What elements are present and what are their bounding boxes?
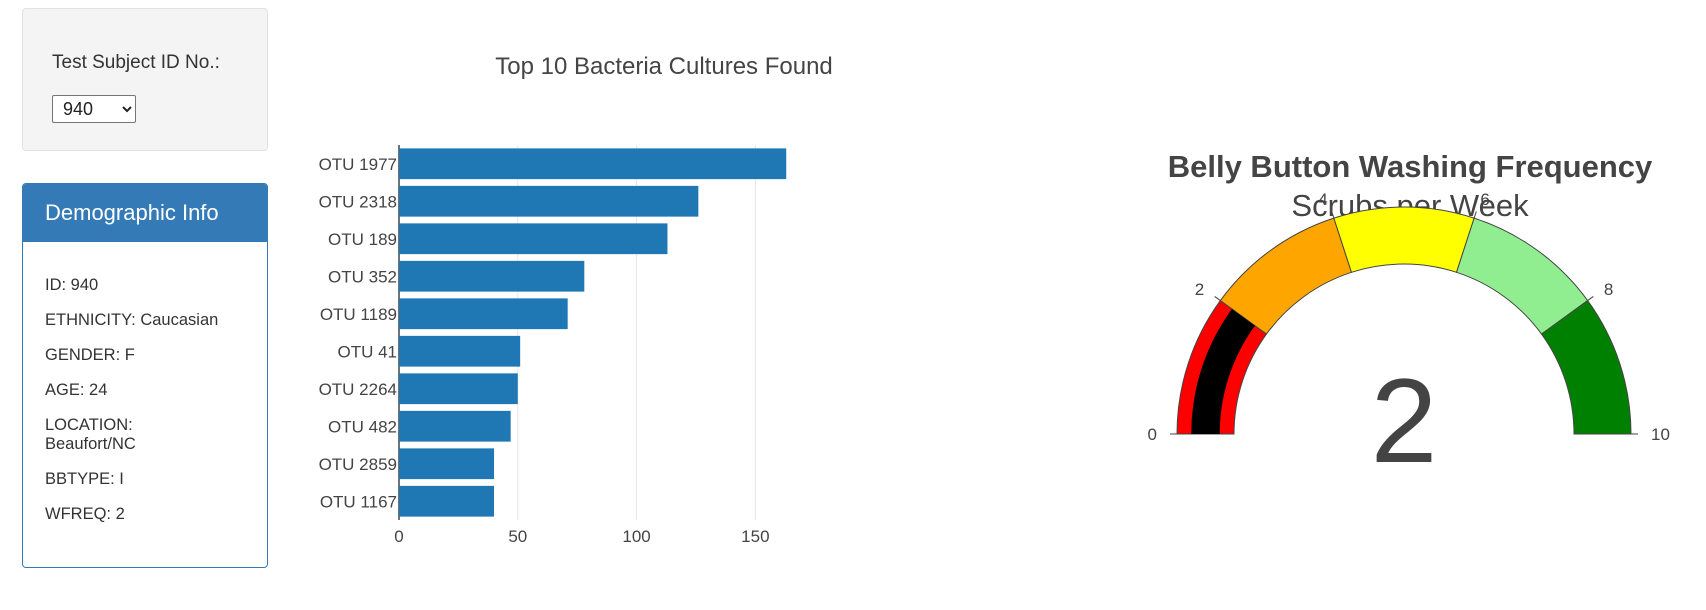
gauge-tick (1214, 296, 1221, 301)
demographic-info-body: ID: 940 ETHNICITY: Caucasian GENDER: F A… (23, 242, 267, 524)
demo-id: ID: 940 (45, 276, 99, 294)
bar-category-label: OTU 1167 (320, 492, 397, 511)
gauge-tick-label: 6 (1480, 190, 1489, 209)
bar-category-label: OTU 352 (328, 267, 397, 286)
gauge-step (1333, 206, 1475, 273)
bar[interactable] (399, 185, 699, 217)
gauge-tick-label: 2 (1195, 280, 1204, 299)
gauge-tick-label: 0 (1148, 425, 1157, 444)
bar[interactable] (399, 485, 495, 517)
gauge-chart: Belly Button Washing Frequency Scrubs pe… (1148, 149, 1670, 488)
gauge-value: 2 (1371, 354, 1438, 488)
bar-x-tick-label: 50 (508, 527, 527, 546)
bar-category-label: OTU 1977 (319, 155, 397, 174)
gauge-tick (1331, 211, 1335, 219)
bar-x-tick-label: 0 (394, 527, 403, 546)
gauge-tick (1587, 296, 1594, 301)
gauge-tick-label: 8 (1604, 280, 1613, 299)
bar[interactable] (399, 335, 521, 367)
subject-id-select[interactable]: 940 (52, 95, 136, 123)
subject-selector-panel: Test Subject ID No.: 940 (22, 8, 268, 151)
bar-x-tick-label: 150 (741, 527, 769, 546)
bar-chart-title: Top 10 Bacteria Cultures Found (495, 53, 833, 80)
bar-category-label: OTU 2318 (319, 192, 397, 211)
bar-chart: Top 10 Bacteria Cultures Found OTU 1977 O… (319, 53, 833, 546)
demographic-info-panel: Demographic Info ID: 940 ETHNICITY: Cauc… (22, 183, 268, 568)
bar[interactable] (399, 373, 518, 405)
demo-ethnicity: ETHNICITY: Caucasian (45, 311, 219, 329)
bar-category-label: OTU 1189 (320, 305, 397, 324)
demo-wfreq: WFREQ: 2 (45, 505, 125, 523)
demographic-info-title: Demographic Info (23, 184, 267, 242)
bar-category-label: OTU 482 (328, 417, 397, 436)
demo-location: LOCATION: Beaufort/NC (45, 416, 136, 453)
gauge-tick-label: 4 (1318, 190, 1327, 209)
bar[interactable] (399, 448, 495, 480)
bar[interactable] (399, 410, 511, 442)
bar[interactable] (399, 223, 668, 255)
demo-bbtype: BBTYPE: I (45, 470, 124, 488)
subject-id-label: Test Subject ID No.: (52, 52, 220, 73)
gauge-tick-label: 10 (1651, 425, 1670, 444)
demo-gender: GENDER: F (45, 346, 135, 364)
bar-category-label: OTU 189 (328, 230, 397, 249)
demo-age: AGE: 24 (45, 381, 108, 399)
bar-category-label: OTU 2859 (319, 455, 397, 474)
gauge-tick (1473, 211, 1477, 219)
bar[interactable] (399, 298, 568, 330)
gauge-value-bar (1191, 308, 1255, 434)
bar-category-label: OTU 41 (337, 342, 397, 361)
bar[interactable] (399, 260, 585, 292)
bar[interactable] (399, 148, 787, 180)
gauge-title: Belly Button Washing Frequency (1168, 149, 1653, 184)
bar-x-tick-label: 100 (622, 527, 650, 546)
bar-category-label: OTU 2264 (319, 380, 397, 399)
